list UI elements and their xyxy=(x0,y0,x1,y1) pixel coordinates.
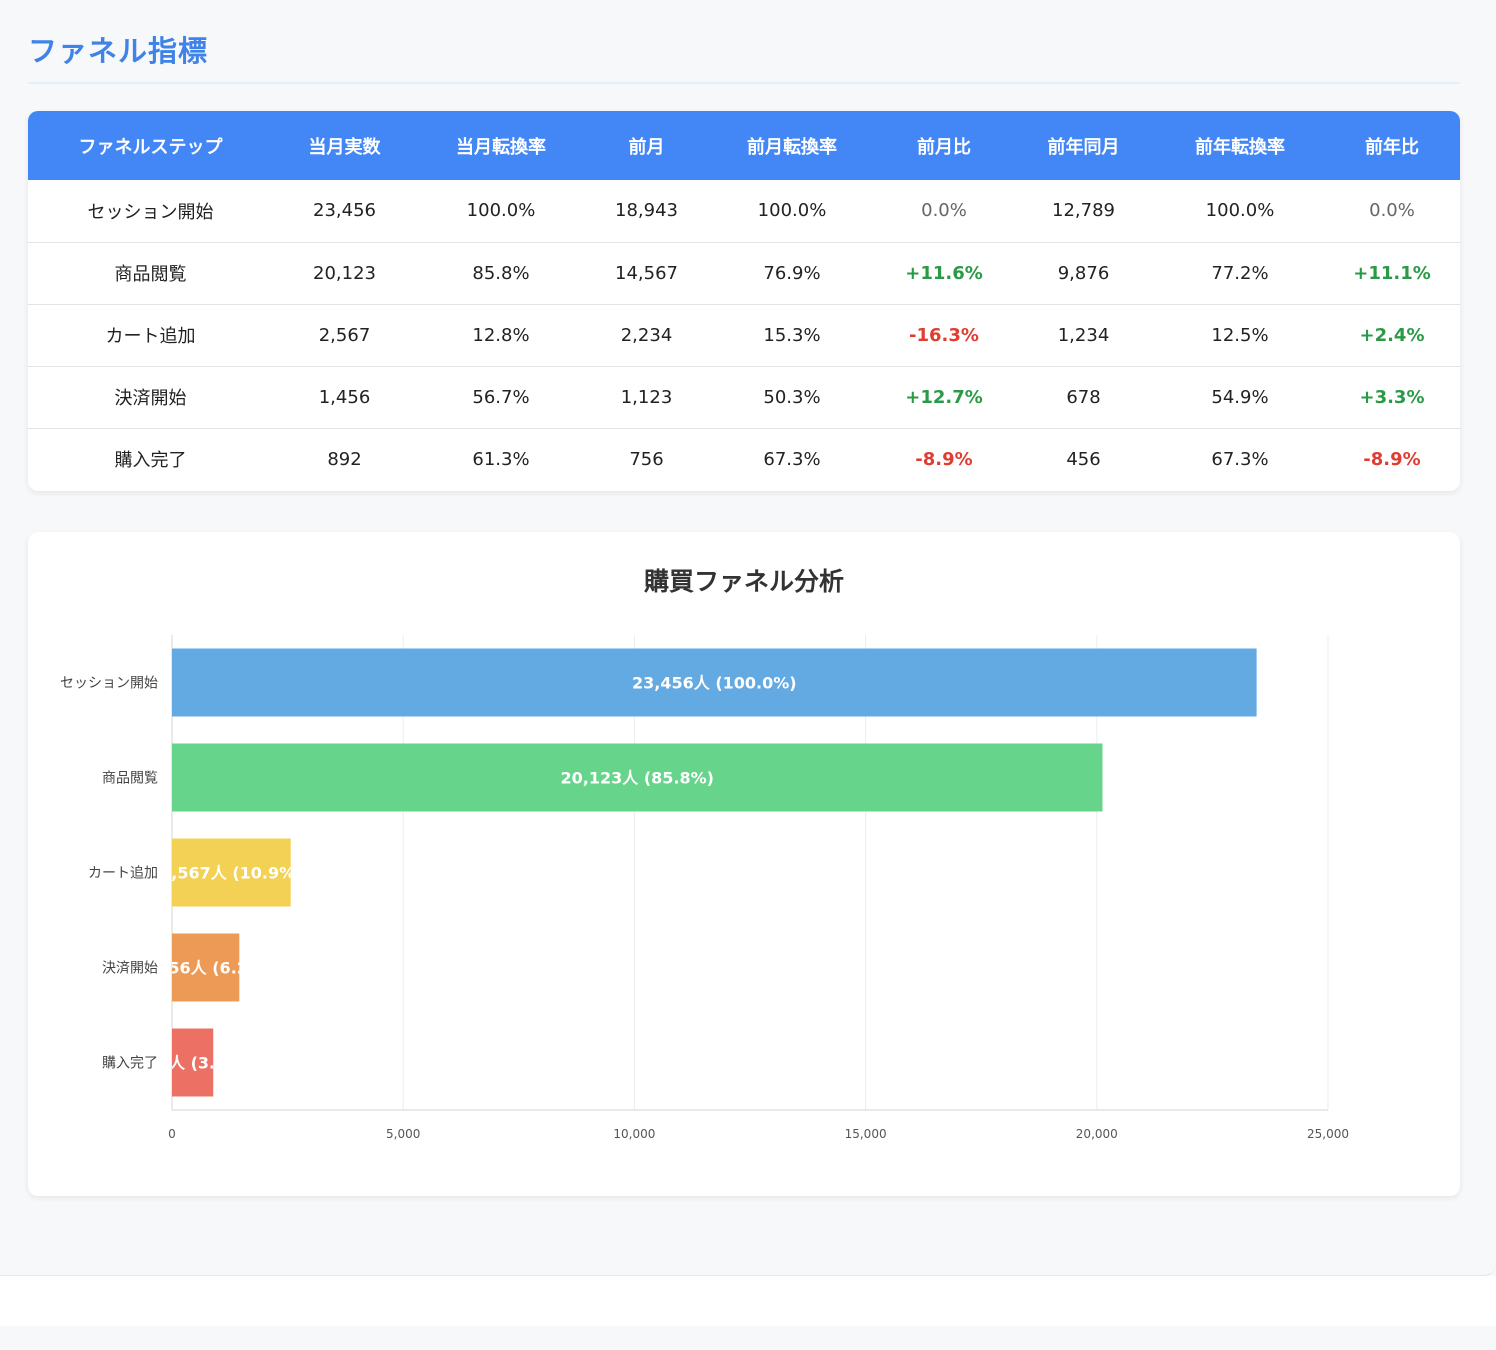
cell-current-rate: 85.8% xyxy=(472,262,530,284)
cell-current-actual: 1,456 xyxy=(318,386,371,408)
title-divider xyxy=(28,82,1460,84)
x-tick-label: 0 xyxy=(168,1127,176,1141)
cell-prev-year-rate: 67.3% xyxy=(1211,448,1269,470)
y-category-label: セッション開始 xyxy=(60,676,158,692)
funnel-metrics-table-card: ファネルステップ 当月実数 当月転換率 前月 前月転換率 前月比 前年同月 前年… xyxy=(28,111,1460,491)
cell-yoy-change: +2.4% xyxy=(1359,324,1425,346)
header-prev-year[interactable]: 前年同月 xyxy=(1047,136,1120,158)
x-tick-label: 20,000 xyxy=(1076,1127,1118,1141)
cell-yoy-change: 0.0% xyxy=(1369,200,1415,222)
cell-prev-year: 9,876 xyxy=(1057,262,1110,284)
header-yoy[interactable]: 前年比 xyxy=(1365,136,1419,158)
cell-current-rate: 100.0% xyxy=(466,200,536,222)
page-background: ファネル指標 ファネルステップ 当月実数 当月転換率 前月 前月転換率 前月比 … xyxy=(0,34,1496,1276)
cell-current-actual: 20,123 xyxy=(313,262,376,284)
funnel-chart-card: 購買ファネル分析 0 5,000 10,000 15,000 20,000 25,000 2… xyxy=(28,532,1460,1196)
cell-prev-year: 12,789 xyxy=(1052,200,1115,222)
cell-prev-month-rate: 76.9% xyxy=(763,262,821,284)
cell-mom-change: -8.9% xyxy=(915,448,973,470)
cell-prev-month: 18,943 xyxy=(615,200,678,222)
cell-step-name: 決済開始 xyxy=(114,388,187,409)
cell-step-name: カート追加 xyxy=(105,326,196,347)
cell-mom-change: 0.0% xyxy=(921,200,967,222)
table-row[interactable]: 商品閲覧 20,123 85.8% 14,567 76.9% +11.6% 9,876 77.… xyxy=(28,242,1460,304)
cell-prev-year: 678 xyxy=(1066,386,1101,408)
cell-current-actual: 892 xyxy=(327,448,362,470)
cell-prev-year-rate: 12.5% xyxy=(1211,324,1269,346)
cell-prev-year: 1,234 xyxy=(1057,324,1110,346)
header-funnel-step[interactable]: ファネルステップ xyxy=(78,136,223,158)
cell-prev-month-rate: 100.0% xyxy=(757,200,827,222)
cell-mom-change: -16.3% xyxy=(909,324,979,346)
funnel-bar[interactable] xyxy=(172,743,1103,812)
footer-bottom xyxy=(0,1326,1496,1350)
cell-step-name: 購入完了 xyxy=(114,450,187,472)
page-title: ファネル指標 xyxy=(28,34,209,68)
y-category-label: 決済開始 xyxy=(102,961,158,977)
header-current-rate[interactable]: 当月転換率 xyxy=(456,136,546,158)
cell-yoy-change: +3.3% xyxy=(1359,386,1425,408)
cell-yoy-change: -8.9% xyxy=(1363,448,1421,470)
funnel-bar[interactable] xyxy=(172,1028,214,1097)
cell-prev-year: 456 xyxy=(1066,448,1101,470)
cell-yoy-change: +11.1% xyxy=(1353,262,1431,284)
cell-current-actual: 2,567 xyxy=(318,324,371,346)
funnel-bar-chart: 0 5,000 10,000 15,000 20,000 25,000 23,456人 (1… xyxy=(60,635,1349,1141)
x-tick-label: 25,000 xyxy=(1307,1127,1349,1141)
x-tick-label: 5,000 xyxy=(386,1127,420,1141)
header-mom[interactable]: 前月比 xyxy=(917,136,971,158)
bar-data-label: 23,456人 (100.0%) xyxy=(632,674,797,693)
cell-prev-year-rate: 54.9% xyxy=(1211,386,1269,408)
cell-prev-month-rate: 15.3% xyxy=(763,324,821,346)
header-current-actual[interactable]: 当月実数 xyxy=(308,136,381,158)
header-prev-month[interactable]: 前月 xyxy=(628,136,665,158)
cell-prev-month-rate: 67.3% xyxy=(763,448,821,470)
cell-prev-month: 2,234 xyxy=(620,324,673,346)
y-category-label: 商品閲覧 xyxy=(102,770,158,787)
header-prev-month-rate[interactable]: 前月転換率 xyxy=(747,136,837,158)
table-row[interactable]: カート追加 2,567 12.8% 2,234 15.3% -16.3% 1,234 12.5… xyxy=(28,304,1460,366)
table-row[interactable]: セッション開始 23,456 100.0% 18,943 100.0% 0.0% 12,78… xyxy=(28,180,1460,242)
bar-data-label: 2,567人 (10.9%) xyxy=(160,864,302,883)
chart-title: 購買ファネル分析 xyxy=(643,567,844,596)
header-prev-year-rate[interactable]: 前年転換率 xyxy=(1195,136,1285,158)
cell-prev-month-rate: 50.3% xyxy=(763,386,821,408)
cell-prev-year-rate: 77.2% xyxy=(1211,262,1269,284)
cell-current-rate: 56.7% xyxy=(472,386,530,408)
bar-data-label: 20,123人 (85.8%) xyxy=(561,769,714,788)
table-header-row: ファネルステップ 当月実数 当月転換率 前月 前月転換率 前月比 前年同月 前年… xyxy=(28,111,1460,180)
y-category-label: 購入完了 xyxy=(102,1056,158,1072)
funnel-bar[interactable] xyxy=(172,933,240,1002)
cell-current-rate: 61.3% xyxy=(472,448,530,470)
funnel-bar[interactable] xyxy=(172,648,1257,717)
cell-mom-change: +11.6% xyxy=(905,262,983,284)
funnel-metrics-table: ファネルステップ 当月実数 当月転換率 前月 前月転換率 前月比 前年同月 前年… xyxy=(28,111,1460,490)
table-row[interactable]: 決済開始 1,456 56.7% 1,123 50.3% +12.7% 678 54.9% +3… xyxy=(28,366,1460,428)
cell-current-actual: 23,456 xyxy=(313,200,376,222)
table-row[interactable]: 購入完了 892 61.3% 756 67.3% -8.9% 456 67.3% -8.9% xyxy=(28,428,1460,490)
y-category-label: カート追加 xyxy=(88,866,158,882)
funnel-bar[interactable] xyxy=(172,838,291,907)
bar-data-label: 892人 (3.8%) xyxy=(136,1054,250,1073)
cell-step-name: 商品閲覧 xyxy=(114,264,187,285)
bar-data-label: 1,456人 (6.2%) xyxy=(140,959,271,978)
cell-prev-month: 14,567 xyxy=(615,262,678,284)
cell-mom-change: +12.7% xyxy=(905,386,983,408)
cell-prev-month: 756 xyxy=(629,448,664,470)
footer-strip xyxy=(0,1276,1496,1326)
cell-prev-year-rate: 100.0% xyxy=(1205,200,1275,222)
x-tick-label: 15,000 xyxy=(845,1127,887,1141)
x-tick-label: 10,000 xyxy=(613,1127,655,1141)
cell-step-name: セッション開始 xyxy=(87,201,214,223)
cell-prev-month: 1,123 xyxy=(620,386,673,408)
cell-current-rate: 12.8% xyxy=(472,324,530,346)
